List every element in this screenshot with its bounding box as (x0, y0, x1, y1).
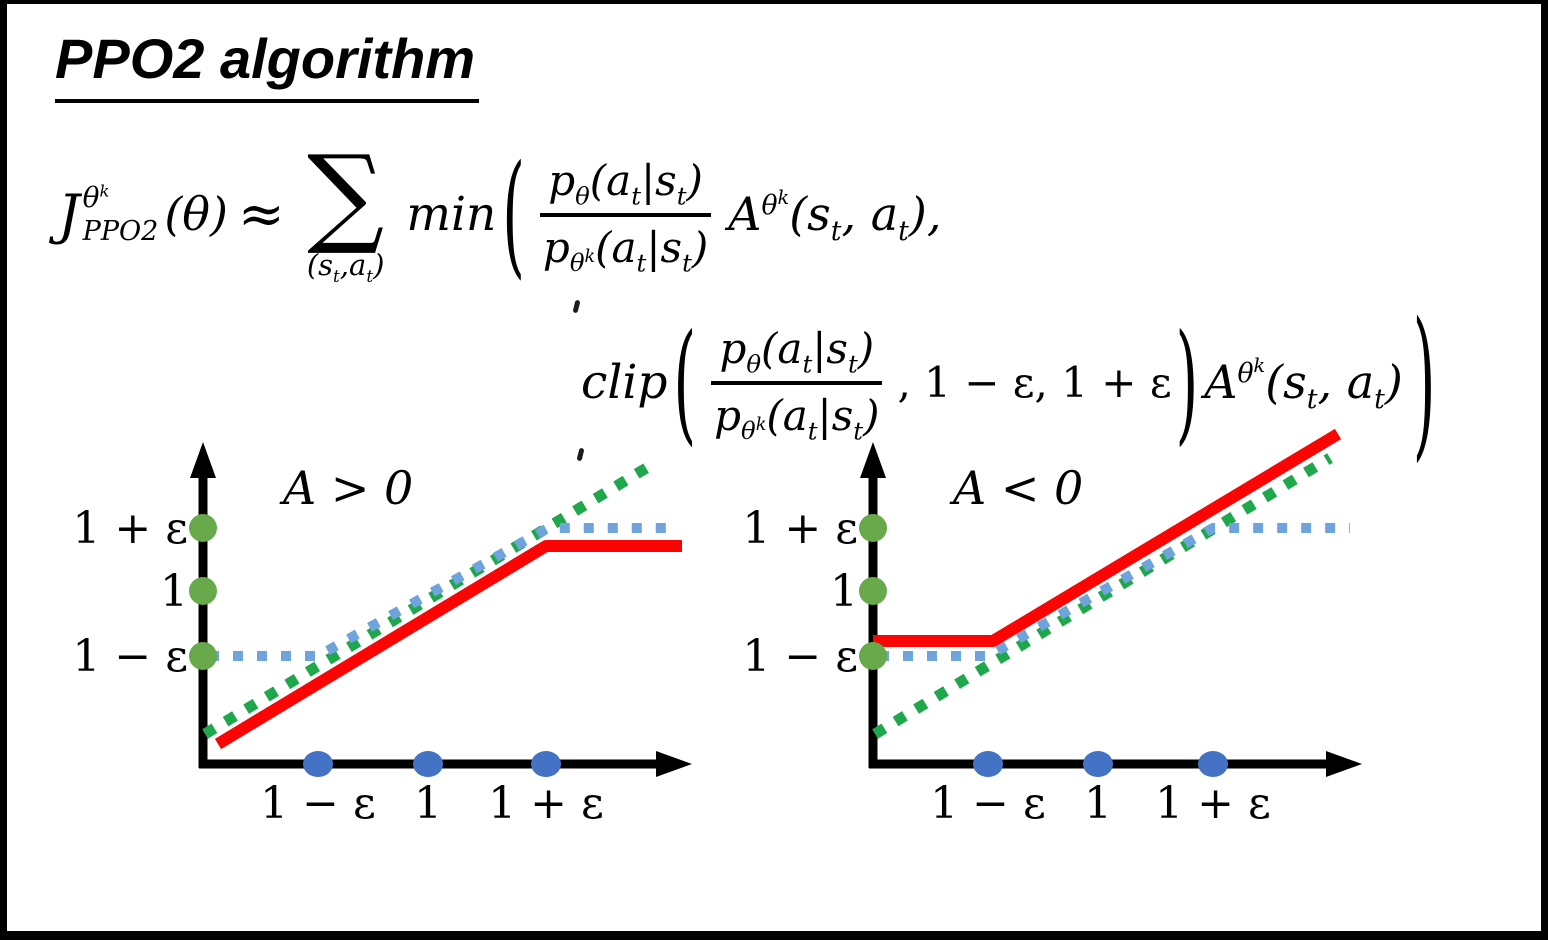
x-tick-dot (973, 751, 1003, 777)
condition-label: A < 0 (949, 461, 1083, 515)
formula-line-2: clip ( pθ(at|st) pθk(at|st) , 1 − ε, 1 +… (575, 298, 1435, 466)
probability-ratio-fraction: pθ(at|st) pθk(at|st) (706, 324, 887, 446)
J-superscript: θk (82, 181, 110, 214)
condition-label: A > 0 (279, 461, 413, 515)
ratio-denominator: pθk(at|st) (714, 391, 880, 446)
y-axis-arrow-icon (190, 442, 216, 478)
identity-ratio-line (202, 459, 656, 739)
summation-index: (st,at) (306, 247, 385, 286)
y-tick-label: 1 − ε (742, 631, 858, 682)
clip-open-paren: ( (673, 305, 697, 459)
clipped-ratio-line (879, 523, 1350, 661)
y-tick-dot (859, 577, 887, 605)
min-open-paren: ( (502, 135, 525, 293)
clip-close-paren: ) (1175, 305, 1199, 459)
advantage-term: Aθk(st, at) (728, 185, 927, 248)
x-tick-dot (413, 751, 443, 777)
y-tick-dot (189, 577, 217, 605)
J-symbol: J (58, 182, 80, 246)
x-tick-dot (1198, 751, 1228, 777)
summation: ∑ (st,at) (306, 133, 385, 286)
y-axis-arrow-icon (860, 442, 886, 478)
objective-line (214, 540, 682, 750)
y-tick-label: 1 + ε (742, 503, 858, 554)
x-tick-label: 1 + ε (488, 778, 604, 829)
y-tick-label: 1 (160, 566, 188, 617)
y-tick-label: 1 − ε (72, 631, 188, 682)
J-superscript-subscript: θk PPO2 (83, 181, 159, 247)
min-close-paren: ) (1412, 286, 1436, 478)
formula-line-1: J θk PPO2 (θ) ≈ ∑ (st,at) min ( pθ(at|st… (58, 128, 941, 300)
y-tick-label: 1 (830, 566, 858, 617)
x-tick-dot (1083, 751, 1113, 777)
x-axis-arrow-icon (1326, 751, 1362, 777)
page-title: PPO2 algorithm (55, 26, 480, 103)
J-subscript: PPO2 (82, 216, 159, 247)
plot-a-negative: 1 + ε 1 1 − ε 1 − ε 1 1 + ε A < 0 (742, 428, 1362, 829)
advantage-term: Aθk(st, at) (1204, 353, 1403, 416)
x-tick-label: 1 − ε (930, 778, 1046, 829)
y-tick-dot (189, 514, 217, 542)
clip-function: clip (581, 354, 668, 410)
x-tick-label: 1 + ε (1155, 778, 1271, 829)
sigma-symbol: ∑ (307, 133, 385, 259)
y-tick-dot (859, 642, 887, 670)
x-tick-label: 1 − ε (260, 778, 376, 829)
min-function: min (406, 186, 497, 242)
y-tick-dot (859, 514, 887, 542)
identity-ratio-line (872, 453, 1333, 739)
objective-J-term: J θk PPO2 (θ) (58, 181, 228, 247)
probability-ratio-fraction: pθ(at|st) pθk(at|st) (535, 156, 716, 278)
clipped-ratio-line (209, 523, 676, 661)
y-tick-dot (189, 642, 217, 670)
ratio-denominator: pθk(at|st) (542, 223, 709, 278)
x-tick-dot (303, 751, 333, 777)
x-tick-label: 1 (414, 778, 442, 829)
ratio-numerator: pθ(at|st) (540, 156, 711, 217)
x-axis-arrow-icon (656, 751, 692, 777)
x-tick-dot (531, 751, 561, 777)
plot-a-positive: 1 + ε 1 1 − ε 1 − ε 1 1 + ε A > 0 (72, 442, 692, 829)
y-tick-label: 1 + ε (72, 503, 188, 554)
ratio-numerator: pθ(at|st) (711, 324, 883, 385)
J-argument: (θ) (164, 187, 228, 241)
objective-line (873, 428, 1342, 647)
x-tick-label: 1 (1084, 778, 1112, 829)
clip-bounds: , 1 − ε, 1 + ε (897, 357, 1172, 407)
comma: , (926, 187, 942, 241)
approx-symbol: ≈ (237, 181, 285, 247)
